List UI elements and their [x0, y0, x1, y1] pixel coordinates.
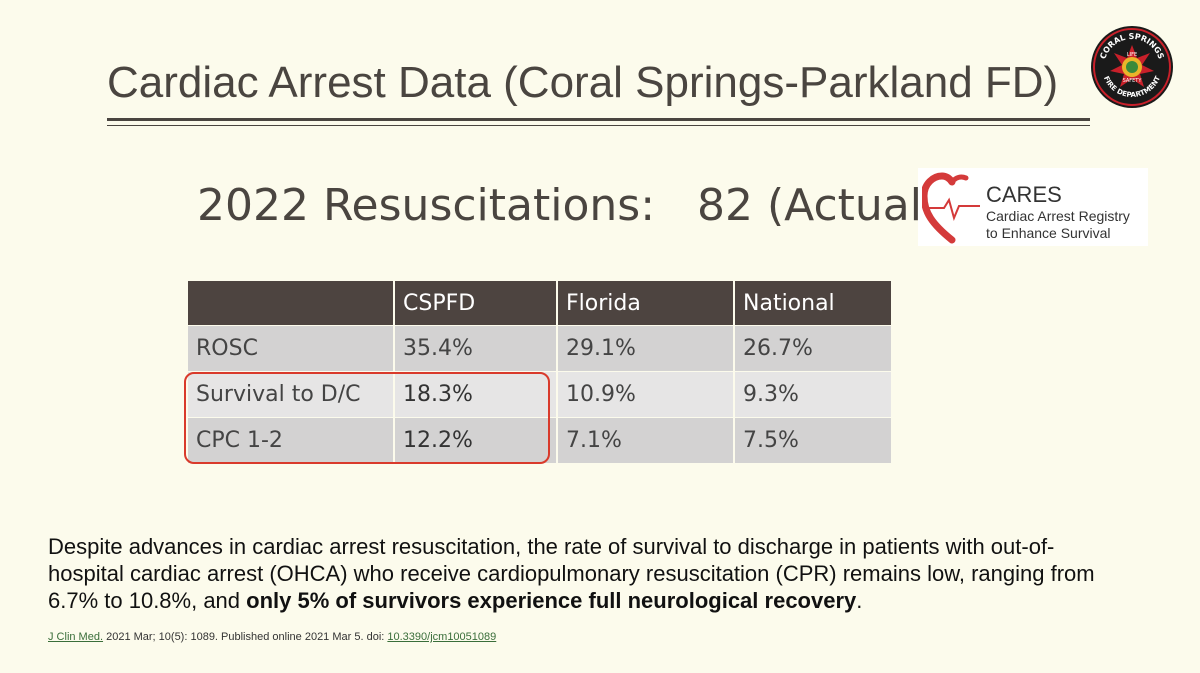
national-value: 7.5%	[734, 417, 893, 464]
florida-value: 7.1%	[557, 417, 735, 464]
citation: J Clin Med. 2021 Mar; 10(5): 1089. Publi…	[48, 631, 496, 643]
cares-name: CARES	[986, 182, 1062, 207]
table-header-row: CSPFD Florida National	[188, 281, 893, 326]
table-row: CPC 1-2 12.2% 7.1% 7.5%	[188, 417, 893, 464]
table-header-empty	[188, 281, 395, 326]
national-value: 9.3%	[734, 371, 893, 418]
body-text-end: .	[856, 588, 863, 613]
fire-department-seal: CORAL SPRINGS FIRE DEPARTMENT LIFE SAFET…	[1090, 25, 1174, 109]
resuscitations-subtitle: 2022 Resuscitations: 82 (Actual)	[197, 180, 940, 231]
seal-life-text: LIFE	[1127, 52, 1137, 58]
cares-line-1: Cardiac Arrest Registry	[986, 208, 1130, 224]
row-label: Survival to D/C	[188, 371, 395, 418]
florida-value: 29.1%	[557, 325, 735, 372]
table-header-florida: Florida	[557, 281, 735, 326]
journal-link[interactable]: J Clin Med.	[48, 631, 104, 643]
title-rule-thin	[107, 125, 1090, 126]
table-header-cspfd: CSPFD	[394, 281, 558, 326]
cspfd-value: 12.2%	[394, 417, 558, 464]
cspfd-value: 35.4%	[394, 325, 558, 372]
slide-title: Cardiac Arrest Data (Coral Springs-Parkl…	[107, 58, 1059, 107]
row-label: CPC 1-2	[188, 417, 395, 464]
cares-logo: CARES Cardiac Arrest Registry to Enhance…	[918, 168, 1148, 246]
cares-line-2: to Enhance Survival	[986, 225, 1111, 241]
body-text-bold: only 5% of survivors experience full neu…	[246, 588, 857, 613]
citation-details: 2021 Mar; 10(5): 1089. Published online …	[103, 631, 388, 643]
cspfd-value: 18.3%	[394, 371, 558, 418]
national-value: 26.7%	[734, 325, 893, 372]
doi-link[interactable]: 10.3390/jcm10051089	[387, 631, 497, 643]
body-paragraph: Despite advances in cardiac arrest resus…	[48, 533, 1128, 614]
heart-icon	[922, 172, 980, 244]
cardiac-arrest-table: CSPFD Florida National ROSC 35.4% 29.1% …	[188, 281, 893, 464]
body-text-plain: Despite advances in cardiac arrest resus…	[48, 534, 1095, 613]
title-rule-thick	[107, 118, 1090, 121]
seal-safety-text: SAFETY	[1123, 78, 1143, 84]
table-row: ROSC 35.4% 29.1% 26.7%	[188, 325, 893, 372]
table-header-national: National	[734, 281, 893, 326]
table-row: Survival to D/C 18.3% 10.9% 9.3%	[188, 371, 893, 418]
florida-value: 10.9%	[557, 371, 735, 418]
row-label: ROSC	[188, 325, 395, 372]
